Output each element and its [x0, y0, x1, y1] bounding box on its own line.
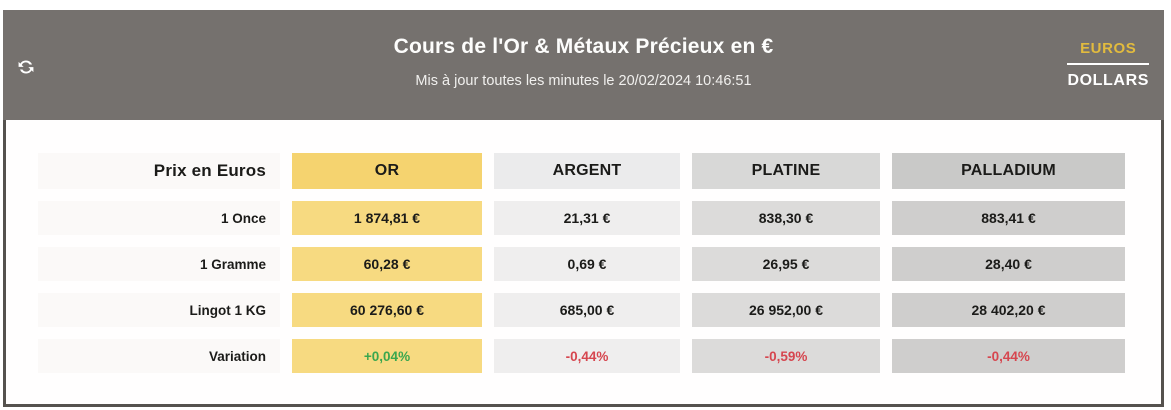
column-header-argent: ARGENT	[494, 153, 680, 189]
price-argent-lingot: 685,00 €	[494, 293, 680, 327]
price-platine-lingot: 26 952,00 €	[692, 293, 880, 327]
row-label-variation: Variation	[38, 339, 280, 373]
price-widget-card: Cours de l'Or & Métaux Précieux en € Mis…	[3, 10, 1164, 407]
price-or-gramme: 60,28 €	[292, 247, 482, 281]
price-platine-gramme: 26,95 €	[692, 247, 880, 281]
refresh-icon	[16, 57, 36, 77]
variation-palladium: -0,44%	[892, 339, 1125, 373]
row-label-gramme: 1 Gramme	[38, 247, 280, 281]
price-argent-once: 21,31 €	[494, 201, 680, 235]
widget-header: Cours de l'Or & Métaux Précieux en € Mis…	[3, 10, 1164, 120]
price-palladium-once: 883,41 €	[892, 201, 1125, 235]
price-argent-gramme: 0,69 €	[494, 247, 680, 281]
price-table-body: Prix en Euros OR ARGENT PLATINE PALLADIU…	[3, 120, 1164, 407]
page-title: Cours de l'Or & Métaux Précieux en €	[393, 35, 774, 58]
price-or-once: 1 874,81 €	[292, 201, 482, 235]
refresh-button[interactable]	[16, 57, 36, 77]
table-corner-label: Prix en Euros	[38, 153, 280, 189]
price-or-lingot: 60 276,60 €	[292, 293, 482, 327]
last-updated-text: Mis à jour toutes les minutes le 20/02/2…	[415, 73, 752, 89]
price-table: Prix en Euros OR ARGENT PLATINE PALLADIU…	[38, 153, 1161, 373]
variation-argent: -0,44%	[494, 339, 680, 373]
variation-or: +0,04%	[292, 339, 482, 373]
currency-toggle: EUROS DOLLARS	[1067, 40, 1149, 90]
price-platine-once: 838,30 €	[692, 201, 880, 235]
currency-option-euros[interactable]: EUROS	[1067, 40, 1149, 65]
currency-option-dollars[interactable]: DOLLARS	[1067, 72, 1149, 89]
price-palladium-lingot: 28 402,20 €	[892, 293, 1125, 327]
column-header-platine: PLATINE	[692, 153, 880, 189]
row-label-lingot: Lingot 1 KG	[38, 293, 280, 327]
column-header-palladium: PALLADIUM	[892, 153, 1125, 189]
row-label-once: 1 Once	[38, 201, 280, 235]
variation-platine: -0,59%	[692, 339, 880, 373]
price-palladium-gramme: 28,40 €	[892, 247, 1125, 281]
column-header-or: OR	[292, 153, 482, 189]
